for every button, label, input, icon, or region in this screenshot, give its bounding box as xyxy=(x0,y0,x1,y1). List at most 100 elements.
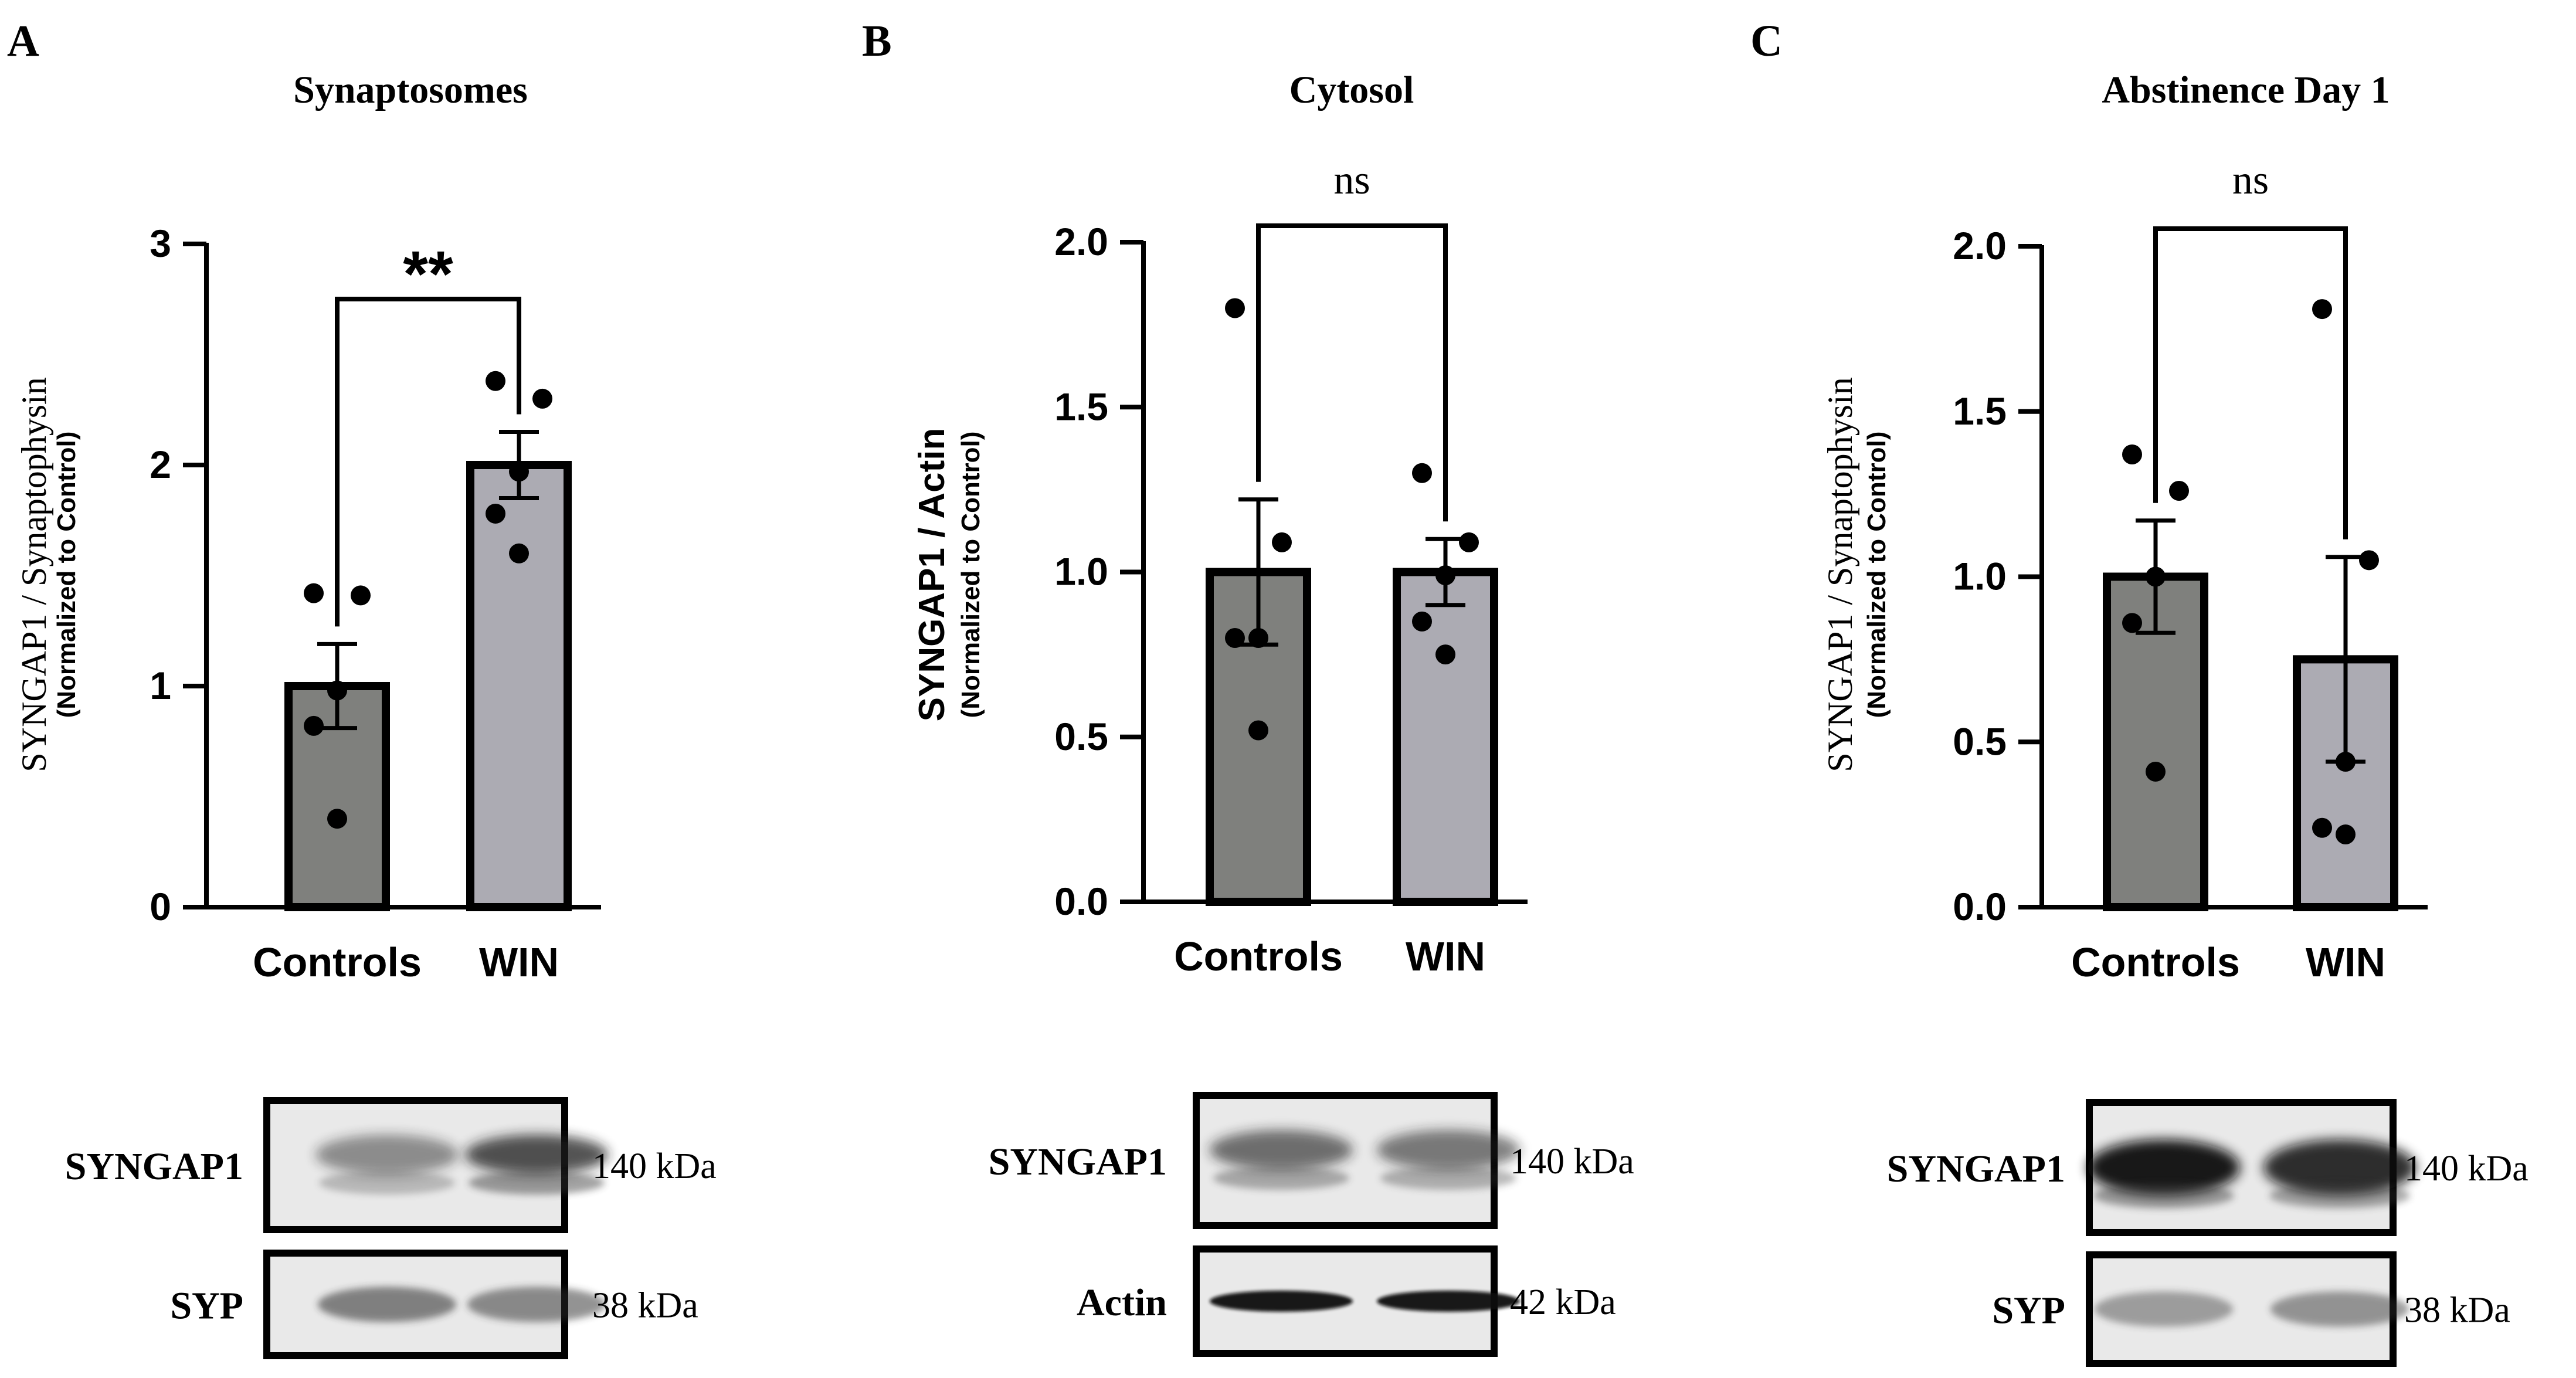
x-tick-label: Controls xyxy=(1174,934,1343,979)
chart-title: Synaptosomes xyxy=(293,69,528,111)
panel-letter: C xyxy=(1750,16,1783,66)
chart-title: Cytosol xyxy=(1289,69,1414,111)
panel-b: B Cytosol SYNGAP1 / Actin (Normalized to Co… xyxy=(862,16,1634,1357)
significance-bracket xyxy=(335,297,521,627)
data-point xyxy=(2359,550,2379,571)
panel-letter: B xyxy=(862,16,892,66)
blot-band xyxy=(318,1287,456,1322)
x-tick-label: Controls xyxy=(253,939,422,985)
x-tick-label: WIN xyxy=(479,939,559,985)
blot-size-label: 38 kDa xyxy=(2404,1291,2510,1331)
data-point xyxy=(532,388,552,409)
blot-band xyxy=(2263,1139,2416,1196)
data-point xyxy=(304,715,324,736)
y-tick-label: 0.5 xyxy=(1054,715,1108,758)
data-point xyxy=(2122,444,2142,465)
blot-protein-label: Actin xyxy=(1077,1281,1167,1324)
data-point xyxy=(2312,299,2332,320)
y-tick-label: 0.0 xyxy=(1054,880,1108,923)
data-point xyxy=(2122,613,2142,633)
blot-protein-label: SYP xyxy=(170,1285,243,1328)
blot-band xyxy=(2088,1139,2240,1196)
y-tick-label: 2.0 xyxy=(1054,220,1108,263)
data-point xyxy=(1412,463,1432,483)
blot-band-lower xyxy=(1380,1166,1516,1190)
data-point xyxy=(2146,761,2166,782)
y-axis-sublabel: (Normalized to Control) xyxy=(52,432,81,718)
blot-band-lower xyxy=(1213,1166,1349,1190)
data-point xyxy=(509,543,529,564)
data-point xyxy=(2312,817,2332,838)
data-point xyxy=(486,371,505,391)
blot-size-label: 42 kDa xyxy=(1510,1282,1616,1322)
data-point xyxy=(327,680,347,701)
blot-band xyxy=(315,1135,459,1175)
data-point xyxy=(1459,532,1479,552)
bar-win xyxy=(466,461,572,911)
blot-protein-label: SYP xyxy=(1992,1289,2065,1332)
data-point xyxy=(351,585,371,606)
y-axis-label: SYNGAP1 / Synaptophysin xyxy=(1821,377,1859,772)
blot-protein-label: SYNGAP1 xyxy=(1887,1148,2065,1190)
y-tick-label: 1.5 xyxy=(1953,389,2007,433)
significance-label: ns xyxy=(1333,158,1370,203)
y-tick-label: 2.0 xyxy=(1953,224,2007,267)
y-axis-label: SYNGAP1 / Actin xyxy=(912,428,952,722)
x-tick-label: WIN xyxy=(1406,934,1485,979)
data-point xyxy=(1248,628,1268,648)
significance-label: ns xyxy=(2232,158,2269,203)
y-tick-label: 0 xyxy=(150,885,171,928)
y-tick-label: 1.0 xyxy=(1953,555,2007,598)
blot-band xyxy=(465,1135,608,1175)
significance-bracket xyxy=(2153,226,2348,539)
data-point xyxy=(486,503,505,524)
data-point xyxy=(1435,565,1455,586)
data-point xyxy=(327,809,347,829)
blot-size-label: 38 kDa xyxy=(592,1286,698,1326)
y-tick-label: 0.5 xyxy=(1953,719,2007,763)
data-point xyxy=(1225,298,1245,318)
data-point xyxy=(1435,644,1455,665)
panel-c: C Abstinence Day 1 SYNGAP1 / Synaptophysin… xyxy=(1750,16,2529,1367)
y-tick-label: 1.0 xyxy=(1054,550,1108,593)
blot-band-lower xyxy=(319,1171,455,1194)
y-tick-label: 0.0 xyxy=(1953,885,2007,928)
y-tick-label: 1 xyxy=(150,664,171,707)
blot-protein-label: SYNGAP1 xyxy=(65,1145,243,1188)
data-point xyxy=(1412,611,1432,632)
blot-band xyxy=(1377,1291,1520,1312)
panel-a: A Synaptosomes SYNGAP1 / Synaptophysin(Nor… xyxy=(7,16,717,1359)
blot-size-label: 140 kDa xyxy=(2404,1149,2529,1189)
y-tick-label: 2 xyxy=(150,443,171,486)
blot-band xyxy=(1210,1130,1353,1170)
blot-size-label: 140 kDa xyxy=(592,1146,717,1186)
chart-title: Abstinence Day 1 xyxy=(2102,69,2390,111)
x-tick-label: WIN xyxy=(2306,939,2385,985)
data-point xyxy=(1248,720,1268,741)
x-tick-label: Controls xyxy=(2071,939,2240,985)
bar-win xyxy=(1393,568,1498,906)
data-point xyxy=(304,583,324,603)
blot-band xyxy=(2270,1291,2409,1327)
data-point xyxy=(2336,752,2356,772)
blot-band-lower xyxy=(469,1171,605,1194)
blot-band xyxy=(1377,1130,1520,1170)
blot-band xyxy=(467,1287,606,1322)
y-axis-sublabel: (Normalized to Control) xyxy=(956,432,985,718)
blot-band-lower xyxy=(2269,1183,2410,1209)
significance-label: ** xyxy=(403,238,453,310)
data-point xyxy=(509,461,529,482)
blot-band-lower xyxy=(2093,1183,2234,1209)
panel-letter: A xyxy=(7,16,39,66)
blot-protein-label: SYNGAP1 xyxy=(989,1141,1167,1183)
y-tick-label: 3 xyxy=(150,222,171,265)
data-point xyxy=(2336,824,2356,845)
y-axis-label: SYNGAP1 / Synaptophysin xyxy=(15,377,53,772)
data-point xyxy=(2169,480,2189,501)
y-tick-label: 1.5 xyxy=(1054,385,1108,428)
significance-bracket xyxy=(1256,223,1448,522)
blot-size-label: 140 kDa xyxy=(1510,1142,1634,1182)
y-axis-sublabel: (Normalized to Control) xyxy=(1862,432,1891,718)
